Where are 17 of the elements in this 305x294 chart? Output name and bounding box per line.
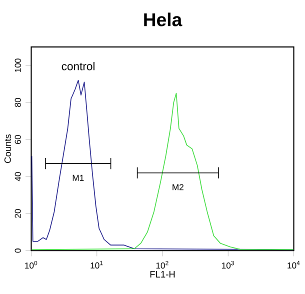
y-tick-label: 80	[14, 98, 21, 107]
y-tick-label: 20	[14, 208, 21, 218]
y-axis-title: Counts	[4, 134, 11, 163]
x-tick-label: 10$^{4}$	[288, 260, 300, 268]
series-label: M1	[72, 174, 84, 181]
y-tick-label: 40	[14, 172, 21, 181]
y-tick-label: 100	[14, 58, 21, 72]
x-tick-label: 10$^{2}$	[156, 260, 168, 268]
y-tick-label: 0	[14, 248, 21, 252]
chart-title: Hela	[144, 12, 182, 26]
x-axis-title: FL1-H	[150, 270, 175, 278]
y-tick-label: 60	[14, 134, 21, 144]
x-tick-label: 10$^{0}$	[25, 260, 38, 268]
series-label: control	[62, 62, 94, 70]
series-label: M2	[172, 184, 184, 190]
x-tick-label: 10$^{1}$	[90, 260, 103, 268]
x-tick-label: 10$^{3}$	[222, 260, 234, 268]
